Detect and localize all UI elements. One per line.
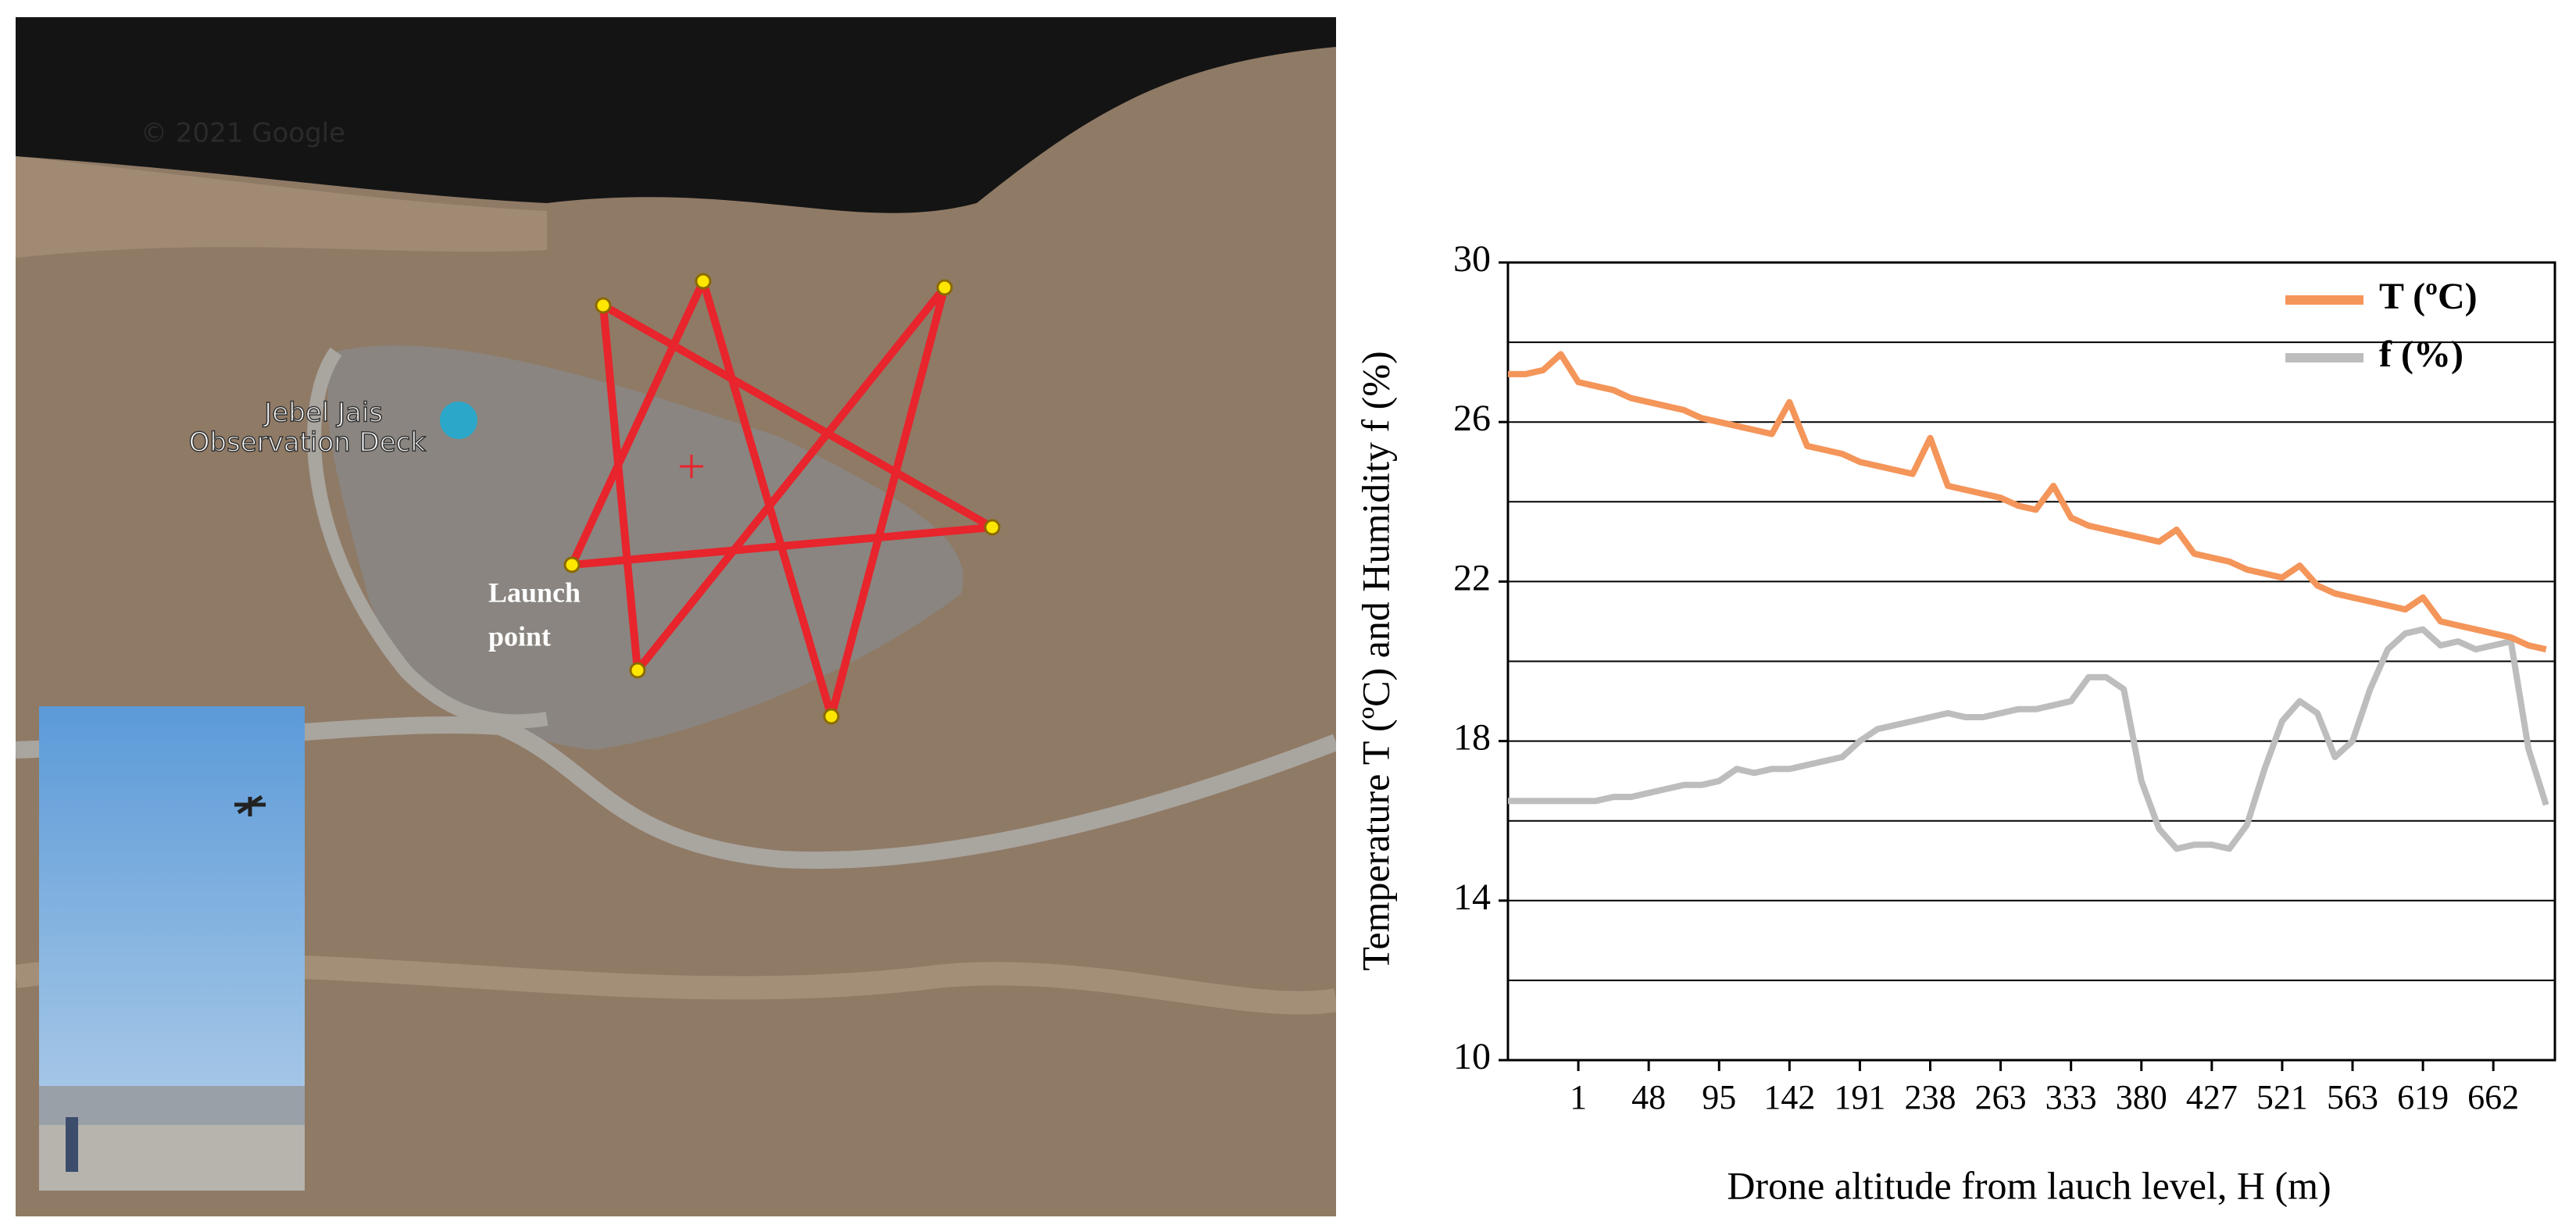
- x-tick-label: 142: [1763, 1078, 1815, 1116]
- waypoint: [595, 297, 612, 314]
- waypoint: [984, 519, 1001, 536]
- x-tick-label: 662: [2467, 1078, 2519, 1116]
- inset-photo: [39, 706, 305, 1191]
- buildings: [39, 1086, 305, 1125]
- shadow: [16, 17, 1336, 213]
- x-tick-label: 238: [1905, 1078, 1956, 1116]
- poi-label: Observation Deck: [189, 427, 427, 459]
- data-line: [1508, 626, 2549, 852]
- person: [66, 1117, 78, 1172]
- x-tick-label: 191: [1834, 1078, 1885, 1116]
- x-tick-label: 563: [2327, 1078, 2378, 1116]
- x-tick-label: 333: [2045, 1078, 2097, 1116]
- x-tick-label: 48: [1631, 1078, 1666, 1116]
- x-tick-label: 619: [2397, 1078, 2449, 1116]
- x-tick-label: 427: [2186, 1078, 2238, 1116]
- x-tick-label: 95: [1702, 1078, 1736, 1116]
- waypoints: [563, 273, 1001, 725]
- drone: [234, 795, 266, 816]
- y-tick-label: 30: [1453, 238, 1491, 280]
- legend-label: T (ºC): [2379, 276, 2478, 317]
- y-tick-label: 18: [1453, 717, 1491, 759]
- center-mark: [680, 455, 703, 478]
- satellite-map: © 2021 Google Jebel Jais Observation Dec…: [16, 17, 1336, 1216]
- road: [307, 347, 548, 729]
- y-tick-label: 14: [1453, 877, 1491, 918]
- x-tick-label: 380: [2116, 1078, 2167, 1116]
- y-tick-label: 26: [1453, 398, 1491, 439]
- slope: [16, 156, 547, 258]
- waypoint: [823, 708, 840, 725]
- x-tick-label: 521: [2256, 1078, 2308, 1116]
- y-tick-label: 10: [1453, 1036, 1491, 1077]
- poi-icon: [440, 402, 477, 439]
- x-tick-label: 1: [1570, 1078, 1587, 1116]
- x-tick-label: 263: [1975, 1078, 2027, 1116]
- data-line: [1508, 351, 2547, 653]
- x-axis-label: Drone altitude from lauch level, H (m): [1727, 1163, 2331, 1207]
- line-chart: Drone altitude from lauch level, H (m) T…: [1353, 238, 2556, 1207]
- flight-path: [568, 277, 996, 720]
- poi-label: Jebel Jais: [263, 398, 383, 429]
- y-tick-label: 22: [1453, 557, 1491, 598]
- y-axis-label: Temperature T (ºC) and Humidity f (%): [1353, 351, 1397, 970]
- waypoint: [695, 273, 712, 290]
- waypoint: [563, 556, 581, 573]
- plot-frame: [1506, 261, 2556, 1062]
- legend-label: f (%): [2379, 334, 2463, 375]
- waypoint: [936, 279, 953, 296]
- launch-label: Launch: [488, 577, 581, 608]
- copyright: © 2021 Google: [141, 118, 345, 149]
- ground: [39, 1125, 305, 1191]
- launch-label: point: [488, 620, 551, 652]
- waypoint: [629, 662, 646, 679]
- plateau: [327, 345, 963, 750]
